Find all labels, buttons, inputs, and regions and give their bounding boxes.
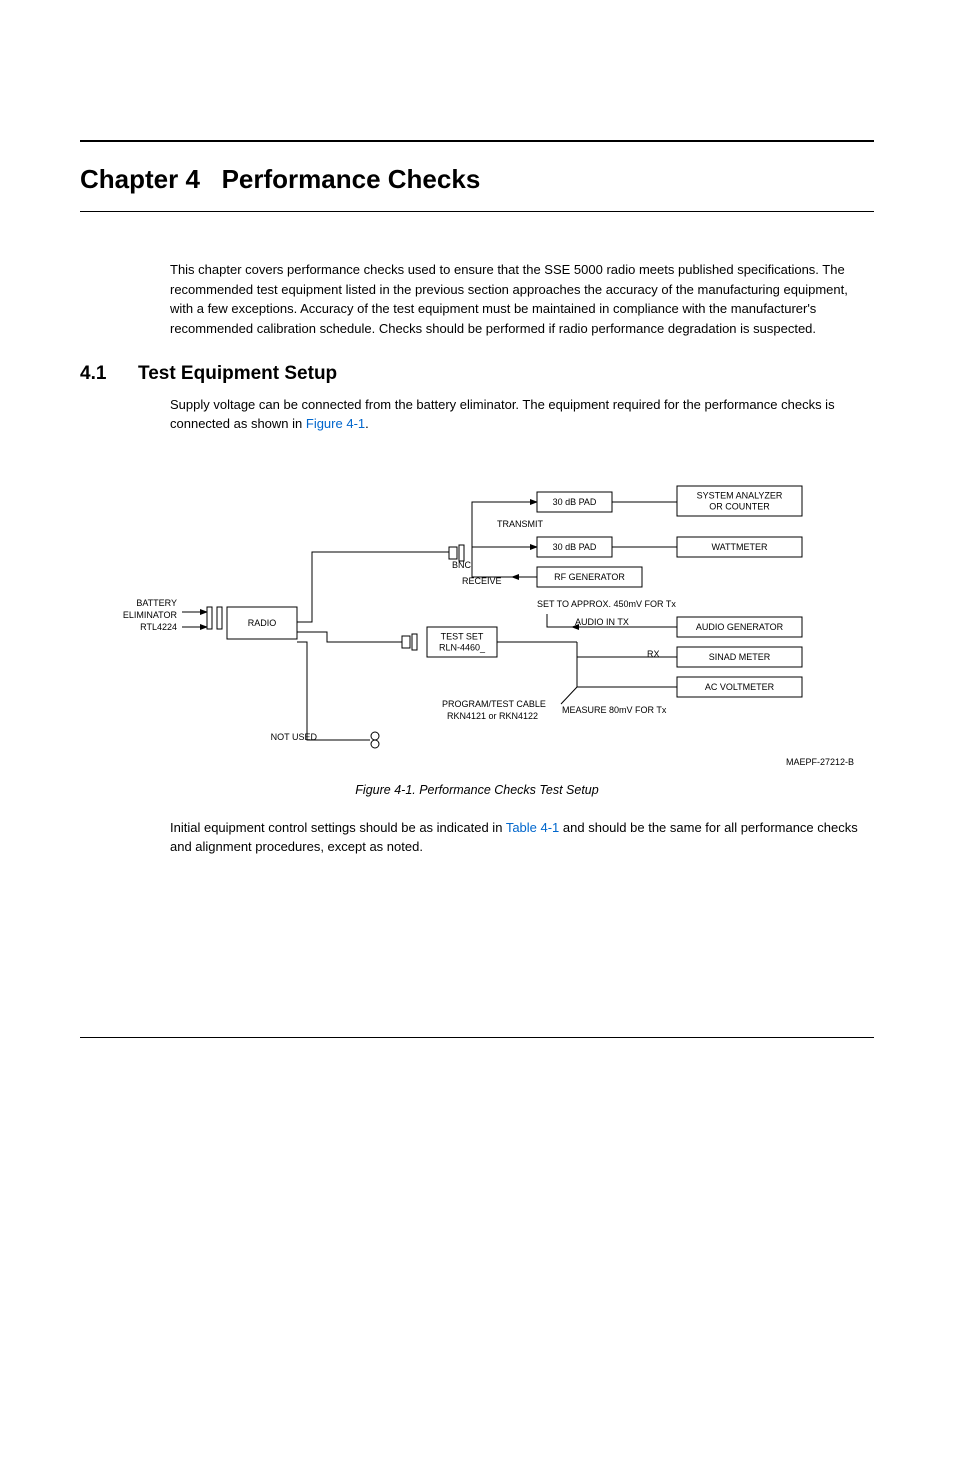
chapter-title: Chapter 4 Performance Checks — [80, 160, 874, 199]
svg-text:RKN4121 or RKN4122: RKN4121 or RKN4122 — [447, 711, 538, 721]
svg-text:MEASURE 80mV FOR Tx: MEASURE 80mV FOR Tx — [562, 705, 667, 715]
bottom-rule — [80, 1037, 874, 1038]
closing-pre: Initial equipment control settings shoul… — [170, 820, 506, 835]
svg-text:PROGRAM/TEST CABLE: PROGRAM/TEST CABLE — [442, 699, 546, 709]
rule-bottom — [80, 211, 874, 212]
svg-text:TRANSMIT: TRANSMIT — [497, 519, 544, 529]
svg-text:RADIO: RADIO — [248, 618, 277, 628]
svg-text:SET TO APPROX. 450mV FOR Tx: SET TO APPROX. 450mV FOR Tx — [537, 599, 676, 609]
svg-text:AUDIO GENERATOR: AUDIO GENERATOR — [696, 622, 784, 632]
section-number: 4.1 — [80, 360, 138, 389]
intro-paragraph: This chapter covers performance checks u… — [170, 260, 874, 338]
figure-code: MAEPF-27212-B — [80, 756, 854, 770]
svg-text:RTL4224: RTL4224 — [140, 622, 177, 632]
rule-top — [80, 140, 874, 142]
closing-paragraph: Initial equipment control settings shoul… — [170, 818, 874, 857]
chapter-name: Performance Checks — [222, 164, 481, 194]
figure-caption: Figure 4-1. Performance Checks Test Setu… — [80, 781, 874, 800]
svg-text:RECEIVE: RECEIVE — [462, 576, 502, 586]
svg-text:RLN-4460_: RLN-4460_ — [439, 642, 486, 652]
section-body-post: . — [365, 416, 369, 431]
svg-text:OR COUNTER: OR COUNTER — [709, 501, 770, 511]
svg-text:WATTMETER: WATTMETER — [712, 542, 768, 552]
section-body-pre: Supply voltage can be connected from the… — [170, 397, 835, 432]
section-body: Supply voltage can be connected from the… — [170, 395, 874, 434]
figure-link[interactable]: Figure 4-1 — [306, 416, 365, 431]
chapter-label: Chapter 4 — [80, 164, 200, 194]
table-link[interactable]: Table 4-1 — [506, 820, 559, 835]
svg-text:AC VOLTMETER: AC VOLTMETER — [705, 682, 775, 692]
diagram-svg: RADIO TEST SETRLN-4460_ 30 dB PAD 30 dB PAD… — [117, 452, 837, 752]
svg-text:30 dB PAD: 30 dB PAD — [553, 497, 597, 507]
svg-text:BATTERY: BATTERY — [136, 598, 177, 608]
svg-text:AUDIO IN TX: AUDIO IN TX — [575, 617, 629, 627]
diagram: RADIO TEST SETRLN-4460_ 30 dB PAD 30 dB PAD… — [80, 452, 874, 770]
svg-text:NOT USED: NOT USED — [271, 732, 318, 742]
svg-text:SYSTEM ANALYZER: SYSTEM ANALYZER — [697, 490, 783, 500]
svg-text:ELIMINATOR: ELIMINATOR — [123, 610, 178, 620]
svg-text:30 dB PAD: 30 dB PAD — [553, 542, 597, 552]
section-title: Test Equipment Setup — [138, 360, 337, 389]
svg-text:BNC: BNC — [452, 560, 472, 570]
svg-text:RF GENERATOR: RF GENERATOR — [554, 572, 625, 582]
svg-text:TEST SET: TEST SET — [441, 631, 484, 641]
svg-text:RX: RX — [647, 649, 660, 659]
svg-text:SINAD METER: SINAD METER — [709, 652, 771, 662]
section-header: 4.1 Test Equipment Setup — [80, 360, 874, 389]
